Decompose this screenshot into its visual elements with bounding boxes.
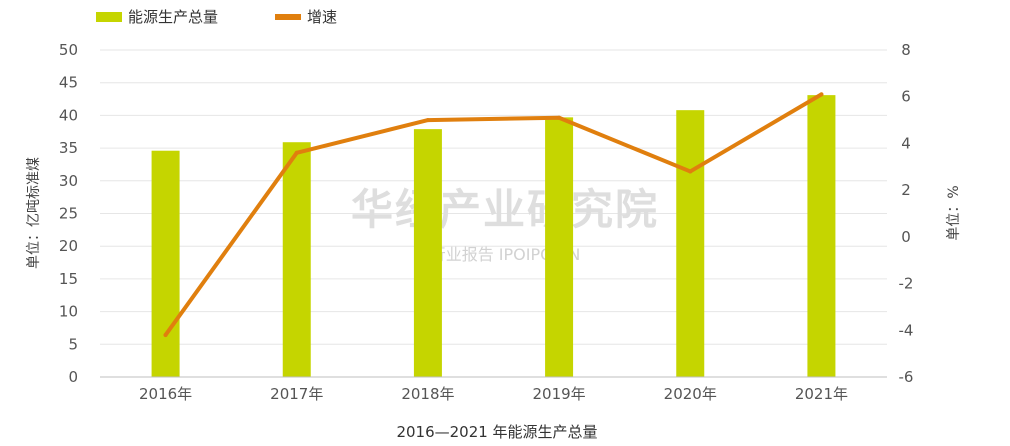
y2-tick-label: 2 bbox=[901, 181, 911, 199]
y2-tick-label: 4 bbox=[901, 134, 911, 152]
y2-tick-label: 8 bbox=[901, 41, 911, 59]
y-tick-label: 35 bbox=[59, 139, 78, 157]
y2-tick-label: 0 bbox=[901, 228, 911, 246]
x-axis-ticks: 2016年 2017年 2018年 2019年 2020年 2021年 bbox=[139, 385, 848, 403]
y2-tick-label: -6 bbox=[899, 368, 914, 386]
y-axis-left-ticks: 0 5 10 15 20 25 30 35 40 45 50 bbox=[59, 41, 78, 386]
line-series bbox=[163, 92, 824, 337]
bar bbox=[413, 129, 442, 377]
x-tick-label: 2016年 bbox=[139, 385, 192, 403]
bar-series bbox=[151, 95, 836, 377]
bar bbox=[676, 110, 705, 377]
bar bbox=[282, 142, 311, 377]
y-tick-label: 0 bbox=[68, 368, 78, 386]
y-tick-label: 20 bbox=[59, 237, 78, 255]
bar bbox=[151, 150, 180, 377]
growth-line bbox=[163, 92, 824, 337]
y-tick-label: 30 bbox=[59, 172, 78, 190]
bar bbox=[807, 95, 836, 377]
y-axis-right-ticks: -6 -4 -2 0 2 4 6 8 bbox=[899, 41, 914, 386]
legend-swatch-bar bbox=[96, 12, 122, 22]
legend: 能源生产总量 增速 bbox=[96, 8, 337, 26]
line-point bbox=[557, 115, 562, 120]
watermark: 华经产业研究院 行业报告 IPOIPO.CN bbox=[351, 185, 659, 264]
y-tick-label: 15 bbox=[59, 270, 78, 288]
y-axis-right-title: 单位：% bbox=[946, 185, 962, 240]
line-point bbox=[688, 169, 693, 174]
line-point bbox=[163, 332, 168, 337]
legend-label-bar: 能源生产总量 bbox=[128, 8, 218, 26]
line-point bbox=[425, 118, 430, 123]
legend-swatch-line bbox=[275, 14, 301, 20]
x-tick-label: 2018年 bbox=[401, 385, 454, 403]
x-tick-label: 2020年 bbox=[664, 385, 717, 403]
x-tick-label: 2017年 bbox=[270, 385, 323, 403]
y2-tick-label: -2 bbox=[899, 275, 914, 293]
y-axis-left-title: 单位：亿吨标准煤 bbox=[26, 157, 42, 269]
x-tick-label: 2019年 bbox=[532, 385, 585, 403]
watermark-brand: 华经产业研究院 bbox=[351, 185, 659, 234]
y2-tick-label: -4 bbox=[899, 321, 914, 339]
line-point bbox=[819, 92, 824, 97]
y-tick-label: 25 bbox=[59, 205, 78, 223]
y-tick-label: 10 bbox=[59, 303, 78, 321]
line-point bbox=[294, 150, 299, 155]
y-tick-label: 50 bbox=[59, 41, 78, 59]
x-tick-label: 2021年 bbox=[795, 385, 848, 403]
y-tick-label: 45 bbox=[59, 74, 78, 92]
bar bbox=[545, 117, 574, 377]
chart-caption: 2016—2021 年能源生产总量 bbox=[396, 423, 597, 441]
y-tick-label: 40 bbox=[59, 106, 78, 124]
watermark-subtitle: 行业报告 IPOIPO.CN bbox=[430, 245, 581, 264]
legend-label-line: 增速 bbox=[307, 8, 337, 26]
y2-tick-label: 6 bbox=[901, 88, 911, 106]
y-tick-label: 5 bbox=[68, 335, 78, 353]
